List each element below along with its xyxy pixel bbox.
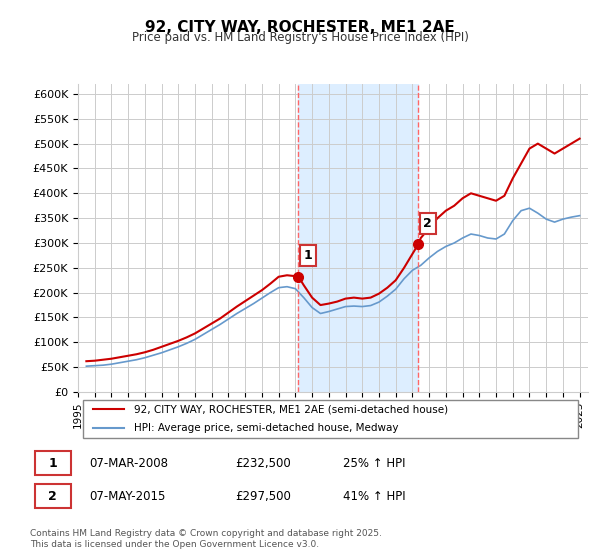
Text: 2: 2 — [49, 490, 57, 503]
Text: 07-MAY-2015: 07-MAY-2015 — [89, 490, 166, 503]
Text: HPI: Average price, semi-detached house, Medway: HPI: Average price, semi-detached house,… — [134, 423, 398, 433]
FancyBboxPatch shape — [35, 484, 71, 508]
Text: 41% ↑ HPI: 41% ↑ HPI — [343, 490, 406, 503]
Text: 07-MAR-2008: 07-MAR-2008 — [89, 457, 169, 470]
Text: Price paid vs. HM Land Registry's House Price Index (HPI): Price paid vs. HM Land Registry's House … — [131, 31, 469, 44]
Text: 1: 1 — [49, 457, 57, 470]
Text: 92, CITY WAY, ROCHESTER, ME1 2AE: 92, CITY WAY, ROCHESTER, ME1 2AE — [145, 20, 455, 35]
FancyBboxPatch shape — [83, 400, 578, 437]
Text: 92, CITY WAY, ROCHESTER, ME1 2AE (semi-detached house): 92, CITY WAY, ROCHESTER, ME1 2AE (semi-d… — [134, 404, 448, 414]
Text: 25% ↑ HPI: 25% ↑ HPI — [343, 457, 406, 470]
FancyBboxPatch shape — [35, 451, 71, 475]
Bar — [298, 84, 418, 392]
Text: £232,500: £232,500 — [235, 457, 291, 470]
Text: Contains HM Land Registry data © Crown copyright and database right 2025.
This d: Contains HM Land Registry data © Crown c… — [30, 529, 382, 549]
Text: 2: 2 — [423, 217, 432, 230]
Text: 1: 1 — [304, 249, 312, 262]
Text: £297,500: £297,500 — [235, 490, 291, 503]
